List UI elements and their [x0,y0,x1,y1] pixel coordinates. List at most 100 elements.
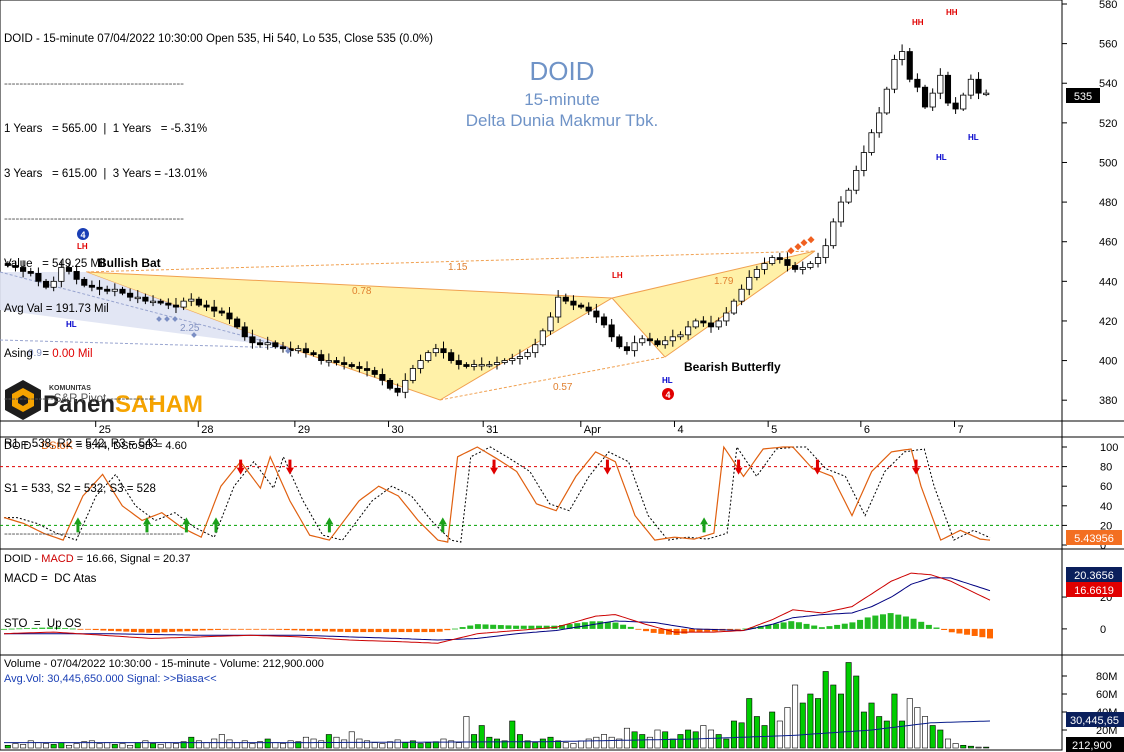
macd-histogram-bar [337,628,344,632]
volume-bar [960,744,967,749]
volume-bar [20,744,27,749]
volume-bar [639,734,646,749]
macd-histogram-bar [31,627,38,629]
candle-body [325,360,332,363]
candle-body [402,379,409,393]
candle-body [799,267,806,270]
volume-bar [173,743,179,749]
signal-line [4,577,991,641]
volume-bar [65,744,72,749]
target-diamond [800,239,808,247]
candle-body [570,300,577,306]
candle-body [425,352,432,361]
x-tick-label: 5 [771,424,777,436]
candle-body [188,298,195,302]
volume-bar [509,720,516,749]
avg-vol-box [1066,712,1124,727]
macd-histogram-bar [490,624,497,629]
volume-bar [226,739,233,749]
macd-histogram-bar [169,628,176,632]
pivot-label-hh: HH [912,18,924,27]
volume-bar [394,739,401,749]
candle-body [960,94,967,110]
candle-body [371,370,378,375]
macd-histogram-bar [398,628,405,633]
macd-legend: DOID - MACD = 16.66, Signal = 20.37 [4,553,191,565]
signal-last-text: 20.3656 [1074,570,1114,582]
candle-body [234,318,241,328]
candle-body [50,280,57,288]
candle-body [707,322,715,328]
volume-bar [486,736,493,749]
volume-bar [325,734,332,749]
pivot-label-hl: HL [968,133,979,142]
watermark: DOID 15-minute Delta Dunia Makmur Tbk. [466,56,658,130]
watermark-ticker: DOID [530,56,595,86]
candle-body [883,88,890,114]
candle-body [769,257,776,264]
macd-histogram-bar [948,628,955,633]
stoch-tick-label: 60 [1100,481,1112,493]
macd-histogram-bar [314,628,321,632]
macd-histogram-bar [780,622,787,629]
volume-bar [425,742,432,749]
volume-bar [364,740,371,749]
candle-body [218,310,225,314]
stoch-legend-prefix: DOID - [4,440,41,452]
volume-bar [792,684,799,749]
candle-body [600,316,608,326]
fib-line [439,356,666,401]
candle-body [753,269,760,278]
stoch-tick-label: 40 [1100,501,1112,513]
macd-histogram-bar [115,628,122,632]
buy-arrow-icon [438,517,447,533]
volume-bar [195,740,202,749]
candles [4,44,990,399]
volume-bar [295,741,302,749]
volume-bar [929,725,936,749]
macd-last-box [1066,582,1122,597]
volume-bar [234,742,241,749]
x-tick-label: 30 [392,424,404,436]
macd-histogram-bar [520,625,527,629]
last-vol-box [1066,737,1124,752]
macd-histogram-bar [987,628,993,639]
macd-histogram-bar [276,628,283,630]
volume-bar [799,702,806,749]
macd-histogram-bar [253,628,260,630]
x-axis: 25 28 29 30 31 Apr 4 5 6 7 [95,421,964,436]
target-diamonds [787,236,815,255]
macd-lines: 020 [1,572,1112,644]
volume-bar [432,741,439,749]
stoch-tick-label: 20 [1100,520,1112,532]
macd-histogram-bar [85,628,92,630]
macd-histogram-bar [46,627,53,629]
volume-bar [570,743,577,749]
candle-body [677,334,684,338]
sell-arrow-icon [603,459,612,475]
volume-bar [409,740,416,749]
candle-body [623,346,631,352]
stoch-k-line [3,445,991,543]
volume-bar [88,740,95,749]
buy-arrow-icon [182,517,191,533]
stochastic-panel: DOID - DStoK = 5.44, DStoSD = 4.60 0 20 40… [0,440,1122,552]
candle-body [822,245,829,258]
candle-body [295,348,302,352]
volume-bar [654,729,661,749]
volume-bar [608,736,615,749]
volume-bar [371,742,378,749]
candle-body [318,354,325,361]
separator: ----------------------------------------… [4,213,184,225]
volume-bar [730,720,737,749]
macd-histogram-bar [92,628,99,631]
pivot-separator: -------------S&R Pivot------------- [4,393,156,405]
macd-histogram-bar [413,628,420,633]
candle-body [149,300,157,304]
macd-histogram-bar [841,623,848,629]
volume-bar [753,716,760,749]
volume-bar [578,740,585,749]
pivot-label-hl: HL [936,153,947,162]
candle-body [853,169,860,191]
candle-body [134,296,141,300]
